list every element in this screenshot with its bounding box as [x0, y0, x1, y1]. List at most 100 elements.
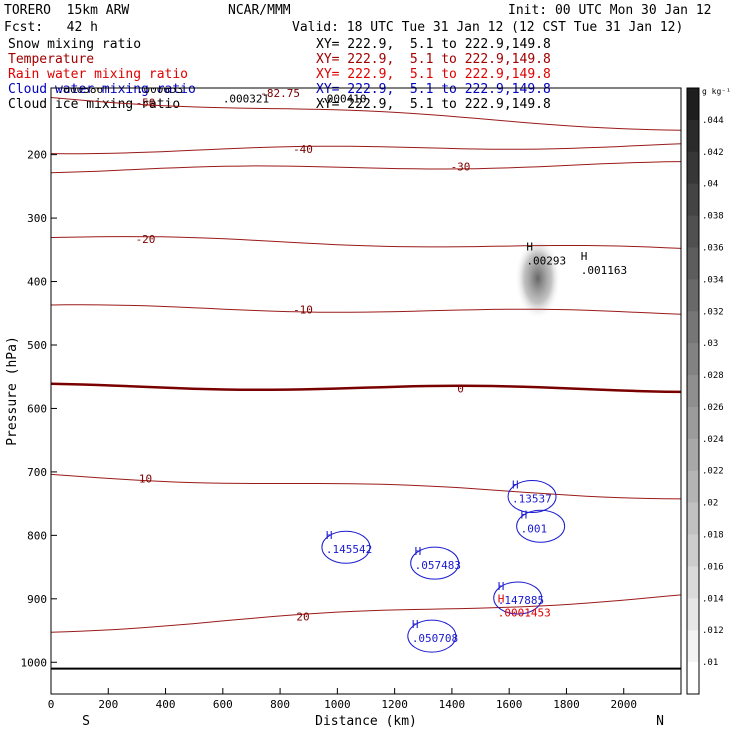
isotherm-line — [51, 161, 681, 174]
y-tick-label: 300 — [27, 212, 47, 225]
y-tick-label: 1000 — [21, 656, 48, 669]
cloud-water-max-h-marker: H — [415, 545, 422, 558]
colorbar-tick-label: .04 — [702, 180, 718, 190]
isotherm-label: -30 — [451, 160, 471, 173]
colorbar-tick-label: .028 — [702, 371, 724, 381]
isotherm-line — [51, 382, 681, 394]
cloud-water-contour — [493, 581, 543, 615]
cloud-ice-max-h-marker: H — [57, 69, 64, 82]
cloud-ice-max-label: .000386 — [57, 83, 103, 96]
field-xy-temperature: XY= 222.9, 5.1 to 222.9,149.8 — [316, 52, 551, 67]
colorbar-swatch — [687, 662, 699, 695]
cloud-water-max-h-marker: H — [512, 478, 519, 491]
y-tick-label: 800 — [27, 529, 47, 542]
colorbar-tick-label: .024 — [702, 435, 724, 445]
cloud-water-contour — [410, 546, 460, 580]
colorbar-swatch — [687, 598, 699, 631]
x-tick-label: 400 — [156, 698, 176, 711]
field-xy-rain: XY= 222.9, 5.1 to 222.9,149.8 — [316, 67, 551, 82]
colorbar-swatch — [687, 215, 699, 248]
x-tick-label: 1000 — [324, 698, 351, 711]
colorbar-swatch — [687, 566, 699, 599]
x-tick-label: 800 — [270, 698, 290, 711]
colorbar-tick-label: .038 — [702, 212, 724, 222]
field-name-rain: Rain water mixing ratio — [8, 67, 189, 82]
colorbar-tick-label: .014 — [702, 594, 724, 604]
colorbar-swatch — [687, 247, 699, 280]
y-tick-label: 900 — [27, 593, 47, 606]
south-label: S — [82, 714, 90, 729]
cloud-water-max-h-marker: H — [521, 508, 528, 521]
field-name-cloud-water: Cloud water mixing ratio — [8, 82, 196, 97]
isotherm-line — [51, 143, 681, 155]
colorbar-tick-label: .01 — [702, 658, 718, 668]
field-xy-snow: XY= 222.9, 5.1 to 222.9,149.8 — [316, 37, 551, 52]
colorbar-swatch — [687, 183, 699, 217]
cloud-ice-max-label: .001163 — [581, 264, 627, 277]
isotherm-label: 20 — [296, 611, 309, 624]
colorbar-tick-label: .016 — [702, 562, 724, 572]
colorbar-swatch — [687, 375, 699, 408]
colorbar-unit: g kg⁻¹ — [702, 87, 731, 96]
colorbar-swatch — [687, 88, 699, 121]
isotherm-label: -10 — [293, 303, 313, 316]
x-tick-label: 1600 — [496, 698, 523, 711]
colorbar-tick-label: .02 — [702, 499, 718, 509]
colorbar-swatch — [687, 630, 699, 663]
cloud-ice-max-label: .00293 — [526, 255, 566, 268]
rain-water-max-label: .0001453 — [498, 607, 551, 620]
x-tick-label: 600 — [213, 698, 233, 711]
x-tick-label: 200 — [98, 698, 118, 711]
x-tick-label: 2000 — [610, 698, 637, 711]
isotherm-label: -20 — [136, 233, 156, 246]
isotherm-line — [51, 304, 681, 315]
y-tick-label: 500 — [27, 339, 47, 352]
cloud-ice-max-label: .000653 — [137, 83, 183, 96]
y-tick-label: 700 — [27, 466, 47, 479]
colorbar-tick-label: .036 — [702, 243, 724, 253]
north-label: N — [656, 714, 664, 729]
cloud-ice-max-label: .000321 — [223, 93, 269, 106]
colorbar-tick-label: .034 — [702, 275, 724, 285]
colorbar-swatch — [687, 151, 699, 185]
snow-shading — [514, 237, 561, 320]
field-name-snow: Snow mixing ratio — [8, 37, 142, 52]
y-tick-label: 400 — [27, 276, 47, 289]
y-tick-label: 200 — [27, 149, 47, 162]
cloud-ice-max-label: .000410 — [320, 93, 366, 106]
field-name-temperature: Temperature — [8, 52, 95, 67]
colorbar-swatch — [687, 406, 699, 440]
cloud-ice-max-h-marker: H — [223, 79, 230, 92]
cloud-water-max-label: .001 — [521, 522, 548, 535]
cloud-ice-max-h-marker: H — [581, 250, 588, 263]
init-time: Init: 00 UTC Mon 30 Jan 12 — [508, 3, 712, 18]
x-tick-label: 1800 — [553, 698, 580, 711]
valid-time: Valid: 18 UTC Tue 31 Jan 12 (12 CST Tue … — [292, 20, 684, 35]
cloud-water-contour — [321, 530, 371, 564]
x-tick-label: 0 — [48, 698, 55, 711]
field-xy-cloud-water: XY= 222.9, 5.1 to 222.9,149.8 — [316, 82, 551, 97]
plot-frame — [50, 87, 682, 695]
colorbar-swatch — [687, 343, 699, 376]
cloud-ice-max-h-marker: H — [320, 79, 327, 92]
model-title: TORERO 15km ARW — [4, 3, 130, 18]
colorbar-tick-label: .03 — [702, 339, 718, 349]
x-tick-label: 1400 — [439, 698, 466, 711]
cloud-water-max-label: .050708 — [412, 632, 458, 645]
cloud-water-max-label: .057483 — [415, 559, 461, 572]
colorbar-swatch — [687, 534, 699, 567]
y-axis-label: Pressure (hPa) — [5, 336, 20, 446]
isotherm-line — [51, 236, 681, 249]
isotherm-label: -50 — [136, 96, 156, 109]
x-axis-label: Distance (km) — [315, 714, 417, 729]
isotherm-line — [51, 594, 681, 633]
cloud-water-contour — [516, 509, 566, 543]
field-name-cloud-ice: Cloud ice mixing ratio — [8, 97, 181, 112]
cloud-water-max-h-marker: H — [326, 529, 333, 542]
cloud-water-max-h-marker: H — [412, 618, 419, 631]
colorbar-tick-label: .018 — [702, 531, 724, 541]
center-label: NCAR/MMM — [228, 3, 291, 18]
cloud-water-contour — [507, 479, 557, 513]
colorbar-swatch — [687, 279, 699, 312]
